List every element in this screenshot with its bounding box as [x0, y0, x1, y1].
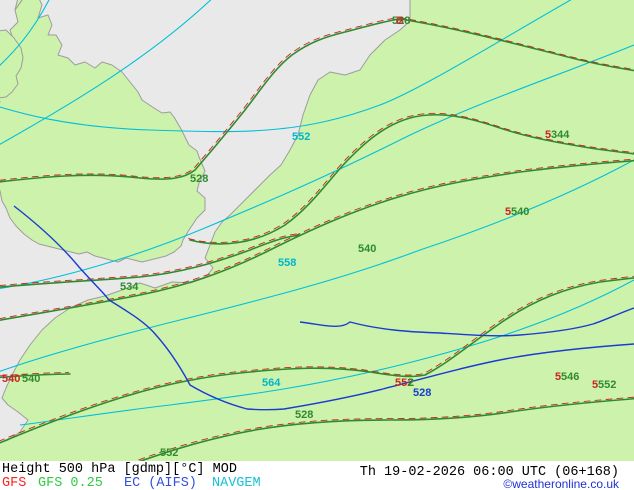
- svg-text:528: 528: [190, 173, 208, 185]
- svg-text:NAVGEM: NAVGEM: [212, 476, 261, 490]
- svg-text:564: 564: [262, 377, 281, 389]
- svg-text:540: 540: [22, 373, 40, 385]
- svg-text:540: 540: [2, 373, 20, 385]
- svg-text:558: 558: [278, 257, 296, 269]
- svg-text:B: B: [396, 15, 404, 27]
- svg-text:528: 528: [413, 387, 431, 399]
- svg-text:540: 540: [358, 243, 376, 255]
- svg-text:©weatheronline.co.uk: ©weatheronline.co.uk: [503, 477, 620, 490]
- svg-text:GFS: GFS: [2, 476, 26, 490]
- svg-text:552: 552: [598, 379, 616, 391]
- svg-text:528: 528: [295, 409, 313, 421]
- svg-text:546: 546: [561, 371, 579, 383]
- svg-text:552: 552: [160, 447, 178, 459]
- svg-text:GFS 0.25: GFS 0.25: [38, 476, 103, 490]
- svg-text:552: 552: [292, 131, 310, 143]
- svg-text:534: 534: [120, 281, 139, 293]
- svg-text:344: 344: [551, 129, 570, 141]
- svg-text:Height 500 hPa [gdmp][°C] MOD: Height 500 hPa [gdmp][°C] MOD: [2, 462, 237, 477]
- svg-text:540: 540: [511, 206, 529, 218]
- svg-text:EC (AIFS): EC (AIFS): [124, 476, 197, 490]
